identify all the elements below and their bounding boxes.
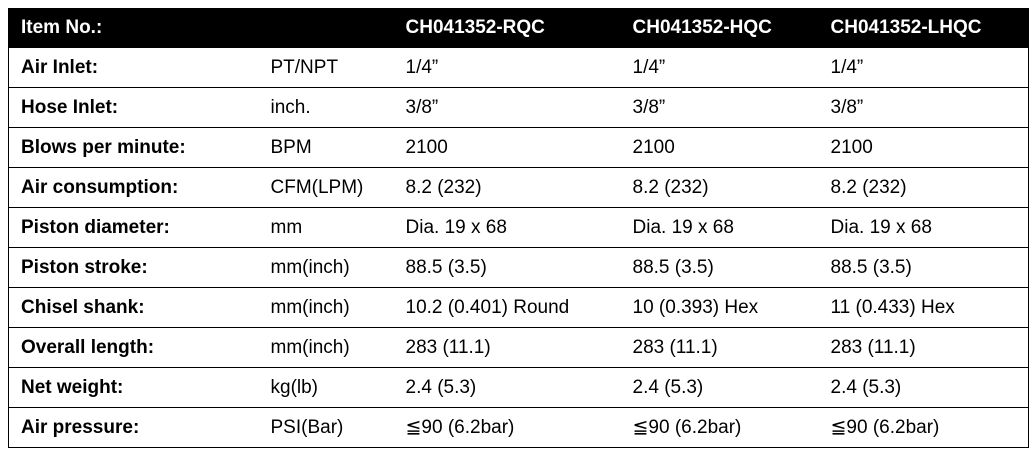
spec-row: Air pressure: PSI(Bar) ≦90 (6.2bar) ≦90 (6.… (8, 407, 1029, 448)
spec-value: 2.4 (5.3) (830, 367, 1029, 408)
spec-unit: PSI(Bar) (270, 407, 406, 448)
spec-table: Item No.: CH041352-RQC CH041352-HQC CH04… (8, 8, 1029, 448)
header-blank (270, 8, 406, 48)
spec-value: 1/4” (632, 47, 831, 88)
spec-value: 88.5 (3.5) (632, 247, 831, 288)
spec-label: Hose Inlet: (8, 87, 271, 128)
spec-label: Blows per minute: (8, 127, 271, 168)
spec-row: Net weight: kg(lb) 2.4 (5.3) 2.4 (5.3) 2.4 (… (8, 367, 1029, 408)
spec-row: Overall length: mm(inch) 283 (11.1) 283 (11… (8, 327, 1029, 368)
spec-value: 11 (0.433) Hex (830, 287, 1029, 328)
spec-value: 88.5 (3.5) (830, 247, 1029, 288)
model-name: CH041352-HQC (632, 8, 831, 48)
spec-unit: mm(inch) (270, 287, 406, 328)
spec-value: 2100 (405, 127, 633, 168)
spec-row: Hose Inlet: inch. 3/8” 3/8” 3/8” (8, 87, 1029, 128)
spec-row: Piston stroke: mm(inch) 88.5 (3.5) 88.5 (3.… (8, 247, 1029, 288)
spec-label: Net weight: (8, 367, 271, 408)
spec-unit: mm(inch) (270, 247, 406, 288)
spec-label: Chisel shank: (8, 287, 271, 328)
spec-label: Air consumption: (8, 167, 271, 208)
spec-value: Dia. 19 x 68 (405, 207, 633, 248)
spec-value: 283 (11.1) (405, 327, 633, 368)
header-title: Item No.: (8, 8, 271, 48)
spec-label: Air pressure: (8, 407, 271, 448)
spec-unit: inch. (270, 87, 406, 128)
spec-value: ≦90 (6.2bar) (405, 407, 633, 448)
spec-row: Blows per minute: BPM 2100 2100 2100 (8, 127, 1029, 168)
spec-value: 8.2 (232) (830, 167, 1029, 208)
spec-unit: mm (270, 207, 406, 248)
spec-value: 88.5 (3.5) (405, 247, 633, 288)
header-row: Item No.: CH041352-RQC CH041352-HQC CH04… (8, 8, 1029, 48)
spec-value: 8.2 (232) (632, 167, 831, 208)
spec-value: ≦90 (6.2bar) (632, 407, 831, 448)
spec-value: 283 (11.1) (830, 327, 1029, 368)
spec-value: 283 (11.1) (632, 327, 831, 368)
spec-value: 3/8” (405, 87, 633, 128)
spec-label: Overall length: (8, 327, 271, 368)
spec-value: Dia. 19 x 68 (830, 207, 1029, 248)
spec-value: ≦90 (6.2bar) (830, 407, 1029, 448)
model-name: CH041352-RQC (405, 8, 633, 48)
spec-label: Piston stroke: (8, 247, 271, 288)
spec-row: Air Inlet: PT/NPT 1/4” 1/4” 1/4” (8, 47, 1029, 88)
spec-value: 8.2 (232) (405, 167, 633, 208)
spec-row: Chisel shank: mm(inch) 10.2 (0.401) Round 1… (8, 287, 1029, 328)
model-name: CH041352-LHQC (830, 8, 1029, 48)
spec-label: Piston diameter: (8, 207, 271, 248)
spec-value: 2100 (830, 127, 1029, 168)
spec-value: 1/4” (830, 47, 1029, 88)
spec-unit: PT/NPT (270, 47, 406, 88)
spec-row: Air consumption: CFM(LPM) 8.2 (232) 8.2 (23… (8, 167, 1029, 208)
spec-value: 1/4” (405, 47, 633, 88)
spec-unit: BPM (270, 127, 406, 168)
spec-unit: kg(lb) (270, 367, 406, 408)
spec-value: 10.2 (0.401) Round (405, 287, 633, 328)
spec-value: Dia. 19 x 68 (632, 207, 831, 248)
table-body: Item No.: CH041352-RQC CH041352-HQC CH04… (8, 8, 1029, 448)
spec-value: 3/8” (830, 87, 1029, 128)
spec-unit: mm(inch) (270, 327, 406, 368)
spec-value: 3/8” (632, 87, 831, 128)
spec-value: 10 (0.393) Hex (632, 287, 831, 328)
spec-label: Air Inlet: (8, 47, 271, 88)
spec-value: 2100 (632, 127, 831, 168)
spec-unit: CFM(LPM) (270, 167, 406, 208)
spec-row: Piston diameter: mm Dia. 19 x 68 Dia. 19 x … (8, 207, 1029, 248)
spec-value: 2.4 (5.3) (405, 367, 633, 408)
spec-value: 2.4 (5.3) (632, 367, 831, 408)
